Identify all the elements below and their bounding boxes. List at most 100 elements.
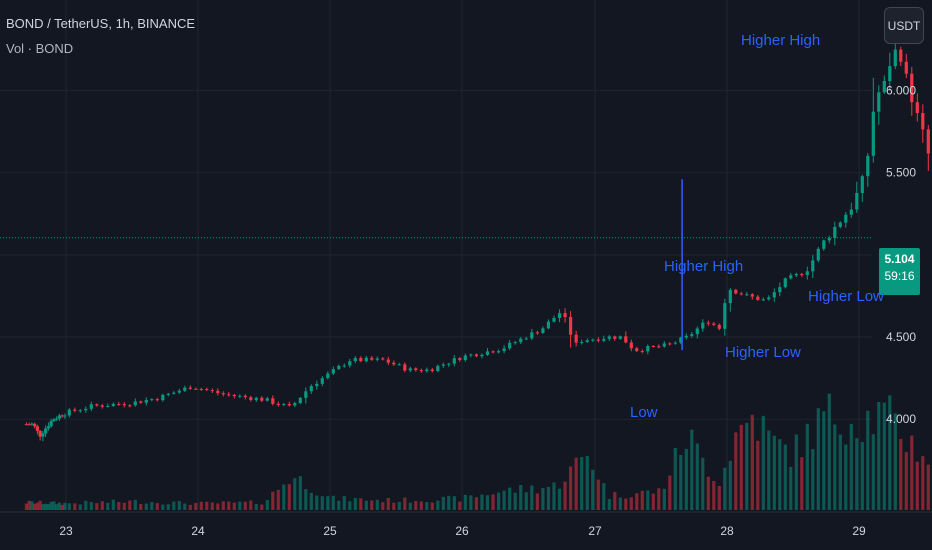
volume-bar xyxy=(353,498,357,510)
volume-bar xyxy=(392,502,396,510)
candle-body xyxy=(221,393,225,395)
candle-body xyxy=(205,389,209,391)
volume-bar xyxy=(260,504,264,510)
candle-body xyxy=(871,111,875,156)
candle-body xyxy=(739,293,743,295)
candle-body xyxy=(888,66,892,81)
candle-body xyxy=(183,387,187,391)
volume-bar xyxy=(41,504,45,510)
volume-bar xyxy=(447,495,451,510)
candle-body xyxy=(150,399,154,401)
currency-button[interactable]: USDT xyxy=(884,7,924,44)
candle-body xyxy=(458,358,462,361)
candle-body xyxy=(320,378,324,384)
candle-body xyxy=(276,403,280,405)
volume-bar xyxy=(646,490,650,510)
candle-body xyxy=(668,343,672,345)
y-tick-label: 6.000 xyxy=(886,83,916,97)
last-price-badge: 5.104 59:16 xyxy=(879,248,920,295)
symbol-title: BOND / TetherUS, 1h, BINANCE xyxy=(6,16,196,31)
volume-bar xyxy=(524,492,528,510)
volume-bar xyxy=(844,444,848,510)
volume-bar xyxy=(63,502,67,510)
candle-body xyxy=(629,342,633,349)
candle-body xyxy=(485,351,490,355)
volume-bar xyxy=(452,496,456,510)
volume-bar xyxy=(794,434,798,510)
candle-body xyxy=(304,391,308,398)
candle-body xyxy=(502,348,506,352)
volume-bar xyxy=(397,501,401,510)
volume-bar xyxy=(166,504,170,510)
candle-body xyxy=(78,410,82,412)
volume-bar xyxy=(172,501,176,510)
volume-bar xyxy=(95,503,99,510)
candle-body xyxy=(425,369,429,372)
candle-body xyxy=(271,398,275,404)
candle-body xyxy=(298,397,302,404)
candle-body xyxy=(646,345,650,352)
candle-body xyxy=(899,49,903,62)
candle-body xyxy=(613,336,617,339)
candle-body xyxy=(838,222,842,227)
volume-bar xyxy=(227,501,231,510)
volume-bar xyxy=(491,494,495,510)
candle-body xyxy=(309,386,313,392)
volume-bar xyxy=(188,504,192,510)
volume-bar xyxy=(904,452,908,510)
volume-bar xyxy=(309,492,313,510)
candle-body xyxy=(139,401,143,403)
volume-bar xyxy=(723,467,727,510)
volume-bar xyxy=(591,469,595,510)
candle-body xyxy=(177,390,181,393)
candle-body xyxy=(73,409,77,411)
candle-body xyxy=(635,348,639,352)
volume-bar xyxy=(38,500,42,510)
candle-body xyxy=(904,61,908,74)
candle-body xyxy=(452,358,456,364)
candle-body xyxy=(767,297,771,300)
candle-body xyxy=(585,340,589,342)
volume-bar xyxy=(441,496,445,510)
candle-body xyxy=(33,423,37,427)
candle-body xyxy=(370,357,374,360)
volume-bar xyxy=(436,500,440,510)
volume-bar xyxy=(89,502,93,510)
volume-bar xyxy=(243,501,247,510)
candle-body xyxy=(44,428,48,434)
volume-bar xyxy=(657,488,661,510)
candle-body xyxy=(282,404,286,406)
volume-bar xyxy=(414,501,418,510)
volume-bar xyxy=(778,439,782,510)
candle-body xyxy=(822,240,826,249)
candle-body xyxy=(657,346,661,348)
volume-bar xyxy=(73,503,77,510)
volume-bar xyxy=(502,490,506,510)
candle-body xyxy=(227,394,231,396)
candles xyxy=(24,37,930,442)
volume-bar xyxy=(618,497,622,510)
candle-body xyxy=(706,322,710,324)
candle-body xyxy=(463,355,467,361)
volume-bar xyxy=(684,448,688,510)
volume-bar xyxy=(238,501,242,510)
candle-body xyxy=(315,383,319,387)
volume-bar xyxy=(370,500,374,510)
volume-bar xyxy=(767,430,771,510)
bar-countdown: 59:16 xyxy=(884,268,915,283)
candle-body xyxy=(513,342,517,344)
volume-bar xyxy=(161,504,165,510)
candle-body xyxy=(111,403,115,406)
volume-bar xyxy=(205,501,209,510)
candle-body xyxy=(436,365,440,372)
volume-bar xyxy=(728,460,732,510)
volume-bar xyxy=(337,500,341,510)
volume-bar xyxy=(419,501,423,510)
volume-bar xyxy=(574,457,578,510)
time-axis[interactable]: 23 24 25 26 27 28 29 xyxy=(0,511,932,538)
candle-body xyxy=(331,369,335,374)
candle-body xyxy=(260,397,264,401)
volume-bar xyxy=(899,439,903,510)
volume-bar xyxy=(144,503,148,510)
